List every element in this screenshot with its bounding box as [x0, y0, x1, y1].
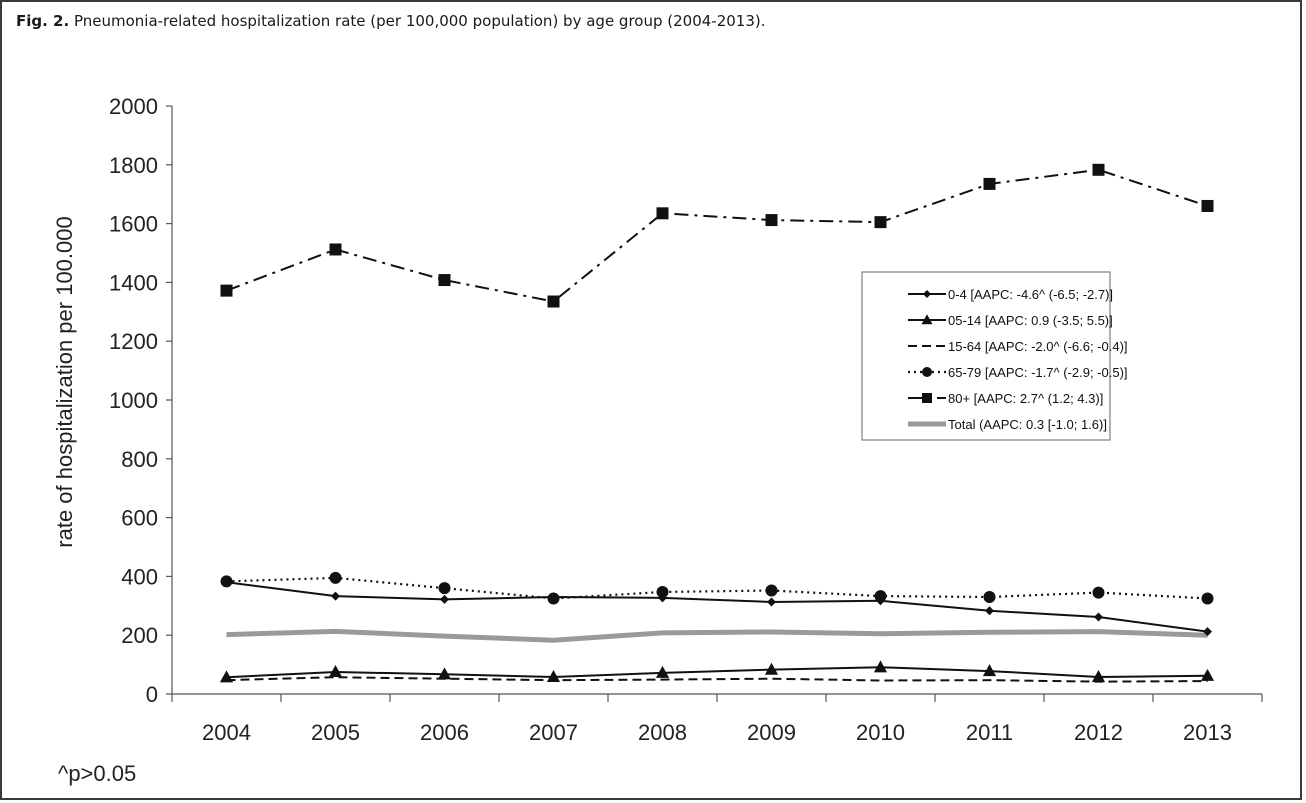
legend-box — [861, 271, 1111, 441]
y-tick-label: 400 — [121, 564, 158, 589]
data-point — [767, 597, 776, 607]
data-point — [331, 591, 340, 601]
series-total — [226, 628, 1208, 643]
data-point — [1201, 592, 1214, 605]
series-line — [226, 666, 1208, 679]
data-point — [219, 670, 234, 683]
data-point — [1094, 612, 1103, 622]
legend-label: 65-79 [AAPC: -1.7^ (-2.9; -0.5)] — [948, 365, 1128, 380]
series-group — [219, 163, 1215, 683]
series-line — [226, 676, 1208, 683]
x-tick-label: 2011 — [966, 720, 1013, 745]
y-tick-label: 1800 — [109, 153, 158, 178]
data-point — [656, 207, 669, 220]
legend-label: 05-14 [AAPC: 0.9 (-3.5; 5.5)] — [948, 313, 1113, 328]
y-tick-label: 600 — [121, 506, 158, 531]
figure-label: Fig. 2. — [16, 12, 70, 30]
series-65-79 — [220, 571, 1214, 605]
data-point — [1092, 163, 1105, 176]
data-point — [329, 243, 342, 256]
data-point — [874, 590, 887, 603]
data-point — [437, 667, 452, 680]
axes: 0 200 400 600 800 1000 1200 1400 1600 1800 2000 200… — [52, 94, 1263, 745]
data-point — [1092, 586, 1105, 599]
y-tick-label: 1000 — [109, 388, 158, 413]
data-point — [1200, 668, 1215, 681]
legend-marker — [922, 367, 932, 377]
series-80 — [220, 163, 1214, 308]
data-point — [982, 664, 997, 677]
legend: 0-4 [AAPC: -4.6^ (-6.5; -2.7)] 05-14 [AAP… — [861, 271, 1128, 441]
legend-entry: 0-4 [AAPC: -4.6^ (-6.5; -2.7)] — [908, 287, 1113, 302]
data-point — [220, 575, 233, 588]
legend-marker — [923, 290, 931, 298]
y-axis-title: rate of hospitalization per 100.000 — [52, 216, 77, 547]
series-line — [226, 576, 1208, 600]
legend-marker — [921, 314, 933, 325]
data-point — [547, 295, 560, 308]
legend-label: Total (AAPC: 0.3 [-1.0; 1.6)] — [948, 417, 1107, 432]
data-point — [1203, 627, 1212, 637]
data-point — [765, 214, 778, 227]
y-tick-label: 2000 — [109, 94, 158, 119]
series-line — [226, 581, 1208, 633]
data-point — [873, 660, 888, 673]
data-point — [983, 177, 996, 190]
x-tick-label: 2010 — [856, 720, 905, 745]
data-point — [438, 582, 451, 595]
data-point — [220, 284, 233, 297]
legend-entry: 05-14 [AAPC: 0.9 (-3.5; 5.5)] — [908, 313, 1113, 328]
legend-entry: Total (AAPC: 0.3 [-1.0; 1.6)] — [908, 417, 1107, 432]
legend-label: 0-4 [AAPC: -4.6^ (-6.5; -2.7)] — [948, 287, 1113, 302]
data-point — [1091, 670, 1106, 683]
legend-entry: 65-79 [AAPC: -1.7^ (-2.9; -0.5)] — [908, 365, 1128, 380]
legend-label: 15-64 [AAPC: -2.0^ (-6.6; -0.4)] — [948, 339, 1128, 354]
figure-caption-text: Pneumonia-related hospitalization rate (… — [73, 12, 766, 30]
data-point — [1201, 199, 1214, 212]
x-tick-label: 2007 — [529, 720, 578, 745]
x-tick-label: 2012 — [1074, 720, 1123, 745]
legend-entry: 80+ [AAPC: 2.7^ (1.2; 4.3)] — [908, 391, 1103, 406]
y-tick-label: 1200 — [109, 329, 158, 354]
data-point — [328, 665, 343, 678]
x-tick-label: 2013 — [1183, 720, 1232, 745]
legend-label: 80+ [AAPC: 2.7^ (1.2; 4.3)] — [948, 391, 1103, 406]
data-point — [329, 571, 342, 584]
series-line — [226, 168, 1208, 303]
data-point — [547, 592, 560, 605]
data-point — [656, 585, 669, 598]
data-point — [874, 216, 887, 229]
x-tick-label: 2004 — [202, 720, 251, 745]
legend-entry: 15-64 [AAPC: -2.0^ (-6.6; -0.4)] — [908, 339, 1128, 354]
legend-marker — [922, 393, 932, 403]
data-point — [985, 606, 994, 616]
x-tick-label: 2006 — [420, 720, 469, 745]
series-line — [226, 628, 1208, 643]
data-point — [765, 584, 778, 597]
y-tick-label: 1600 — [109, 212, 158, 237]
data-point — [655, 665, 670, 678]
y-tick-label: 0 — [146, 682, 158, 707]
significance-footnote: ^p>0.05 — [58, 761, 136, 786]
x-tick-label: 2008 — [638, 720, 687, 745]
y-tick-label: 800 — [121, 447, 158, 472]
data-point — [764, 662, 779, 675]
x-tick-label: 2009 — [747, 720, 796, 745]
series-05-14 — [219, 660, 1215, 683]
x-tick-label: 2005 — [311, 720, 360, 745]
data-point — [983, 590, 996, 603]
data-point — [440, 594, 449, 604]
data-point — [546, 670, 561, 683]
series-15-64 — [226, 676, 1208, 683]
data-point — [438, 274, 451, 287]
series-0-4 — [222, 577, 1212, 637]
y-tick-label: 1400 — [109, 270, 158, 295]
y-tick-label: 200 — [121, 623, 158, 648]
figure-caption: Fig. 2. Pneumonia-related hospitalizatio… — [16, 12, 1286, 30]
